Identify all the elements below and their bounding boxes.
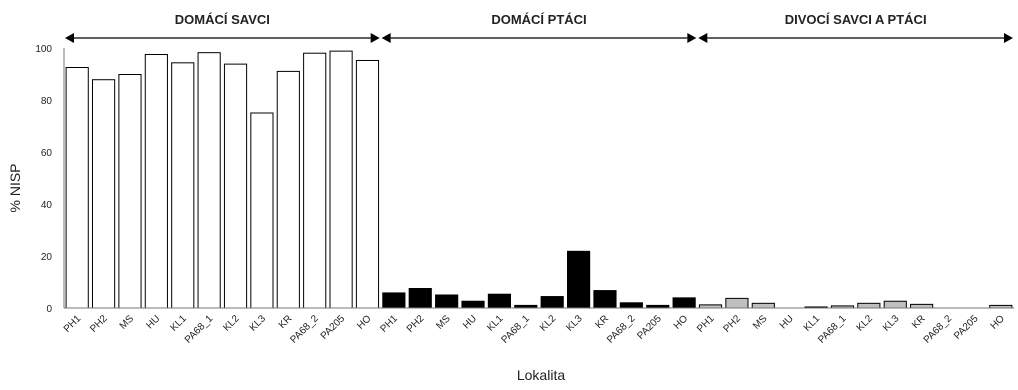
bar: [329, 50, 353, 309]
x-tick-label: PH1: [695, 313, 717, 335]
bar: [144, 54, 168, 309]
x-tick-label: KL3: [248, 313, 269, 334]
bar: [461, 300, 485, 309]
bar: [487, 293, 512, 309]
x-tick-label: PH1: [62, 313, 84, 335]
x-tick-label: MS: [118, 313, 137, 332]
x-tick-label: KL2: [855, 313, 876, 334]
arrowhead-right: [370, 33, 380, 43]
x-tick-label: HU: [461, 313, 479, 331]
bar: [567, 250, 591, 309]
x-tick-label: KL3: [881, 313, 902, 334]
group-labels: DOMÁCÍ SAVCI DOMÁCÍ PTÁCI DIVOCÍ SAVCI A P…: [175, 12, 927, 27]
arrowhead-left: [698, 33, 708, 43]
x-tick-label: PH1: [378, 313, 400, 335]
x-tick-label: HO: [672, 313, 691, 332]
bar: [883, 300, 907, 309]
x-axis-title: Lokalita: [517, 367, 565, 383]
x-tick-label: PA205: [952, 313, 981, 342]
x-tick-label: KR: [593, 313, 611, 331]
y-tick-label: 80: [41, 96, 53, 107]
bar: [355, 59, 380, 309]
bar: [593, 290, 617, 309]
x-tick-label: HO: [989, 313, 1008, 332]
x-tick-label: PH2: [722, 313, 744, 335]
bar: [857, 302, 881, 309]
bar: [751, 302, 775, 309]
x-tick-label: MS: [751, 313, 770, 332]
x-tick-label: MS: [434, 313, 453, 332]
y-tick-label: 20: [41, 252, 53, 263]
bar: [197, 52, 221, 309]
x-tick-label: KL1: [169, 313, 190, 334]
bar: [92, 79, 116, 309]
x-tick-label: KL1: [802, 313, 823, 334]
x-tick-label: HU: [144, 313, 162, 331]
y-tick-label: 60: [41, 148, 53, 159]
x-tick-label: KL2: [538, 313, 559, 334]
x-tick-label: PA205: [319, 313, 348, 342]
arrowhead-left: [381, 33, 391, 43]
x-tick-label: PA68_1: [500, 313, 533, 346]
x-tick-label: KR: [910, 313, 928, 331]
bar: [171, 62, 195, 309]
x-tick-label: KL2: [221, 313, 242, 334]
x-tick-label: PA68_1: [816, 313, 849, 346]
x-tick-label: PH2: [405, 313, 427, 335]
y-axis-title: % NISP: [7, 163, 23, 212]
bar: [672, 297, 696, 309]
x-tick-label: PA68_2: [605, 313, 638, 346]
y-axis: 0 20 40 60 80 100: [35, 44, 65, 315]
arrowhead-left: [65, 33, 74, 43]
x-tick-label: HU: [778, 313, 796, 331]
x-tick-label: PA68_2: [288, 313, 321, 346]
group-label: DIVOCÍ SAVCI A PTÁCI: [785, 12, 927, 27]
bar: [540, 296, 564, 309]
x-tick-label: KL1: [485, 313, 506, 334]
x-tick-label: PA68_2: [922, 313, 955, 346]
bar: [408, 288, 432, 309]
bar: [303, 52, 327, 309]
group-arrows: [65, 33, 1013, 43]
arrowhead-right: [1004, 33, 1013, 43]
x-tick-label: KL3: [564, 313, 585, 334]
arrowhead-right: [687, 33, 697, 43]
group-label: DOMÁCÍ PTÁCI: [491, 12, 586, 27]
bar: [619, 302, 643, 309]
x-tick-label: KR: [277, 313, 295, 331]
bar: [276, 70, 300, 309]
bar: [725, 297, 749, 309]
y-tick-label: 40: [41, 200, 53, 211]
bar: [910, 303, 934, 309]
y-tick-label: 0: [46, 304, 52, 315]
bar: [223, 63, 248, 309]
group-label: DOMÁCÍ SAVCI: [175, 12, 270, 27]
bar: [250, 112, 274, 309]
bar: [382, 292, 406, 309]
y-tick-label: 100: [35, 44, 52, 55]
bar: [65, 67, 89, 309]
x-tick-label: PA68_1: [183, 313, 216, 346]
bar: [118, 74, 142, 309]
x-tick-label: HO: [355, 313, 374, 332]
x-tick-label: PA205: [635, 313, 664, 342]
bar: [435, 294, 459, 309]
x-tick-label: PH2: [88, 313, 110, 335]
bars: [65, 50, 1013, 309]
